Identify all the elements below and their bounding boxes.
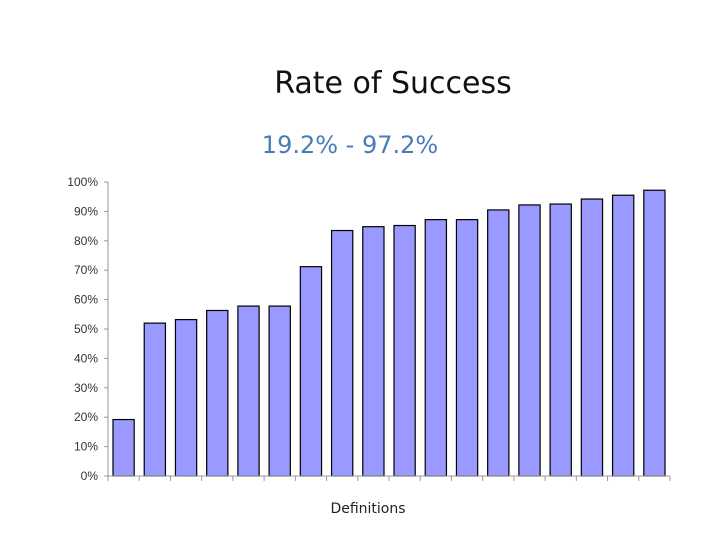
y-tick-label: 70% (74, 263, 98, 277)
bar (643, 189, 666, 477)
x-axis-title: Definitions (330, 501, 405, 517)
bar (206, 309, 229, 477)
x-axis (107, 475, 671, 481)
y-axis: 0% 10% 20% 30% 40% 50% 60% 70% 80% 90% 100% (67, 175, 109, 483)
bar (143, 322, 167, 477)
y-tick-label: 20% (74, 410, 98, 424)
y-tick-label: 50% (74, 322, 98, 336)
y-tick-label: 10% (74, 440, 98, 454)
bar (237, 305, 260, 477)
bar (393, 224, 416, 477)
y-tick-label: 100% (67, 175, 98, 189)
bar (299, 266, 323, 477)
bar (518, 204, 541, 477)
bar (174, 318, 198, 477)
y-tick-label: 80% (74, 234, 98, 248)
bar (549, 203, 572, 477)
bar (455, 219, 479, 477)
bar (362, 226, 385, 477)
y-tick-label: 30% (74, 381, 98, 395)
y-tick-label: 90% (74, 204, 98, 218)
bar (580, 198, 604, 477)
y-tick-label: 0% (81, 469, 99, 483)
bar (424, 219, 448, 477)
bar (611, 194, 635, 477)
slide-title: Rate of Success (274, 66, 512, 101)
bars (112, 189, 666, 477)
slide-subtitle: 19.2% - 97.2% (261, 131, 439, 159)
y-tick-label: 40% (74, 351, 98, 365)
y-tick-label: 60% (74, 293, 98, 307)
bar (487, 209, 510, 477)
bar (268, 305, 291, 477)
bar (112, 418, 135, 477)
bar (330, 229, 354, 477)
